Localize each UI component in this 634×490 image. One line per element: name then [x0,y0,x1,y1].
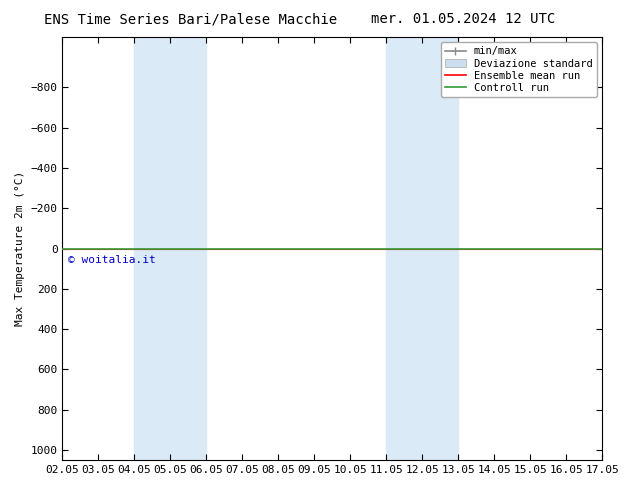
Bar [386,37,458,460]
Text: © woitalia.it: © woitalia.it [68,255,155,265]
Text: ENS Time Series Bari/Palese Macchie: ENS Time Series Bari/Palese Macchie [44,12,337,26]
Text: mer. 01.05.2024 12 UTC: mer. 01.05.2024 12 UTC [371,12,555,26]
Y-axis label: Max Temperature 2m (°C): Max Temperature 2m (°C) [15,171,25,326]
Legend: min/max, Deviazione standard, Ensemble mean run, Controll run: min/max, Deviazione standard, Ensemble m… [441,42,597,97]
Bar [134,37,206,460]
